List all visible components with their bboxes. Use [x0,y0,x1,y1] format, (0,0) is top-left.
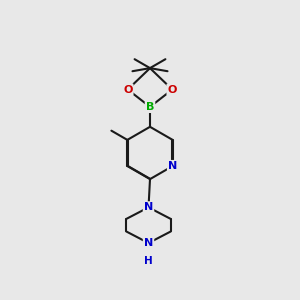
Text: B: B [146,102,154,112]
Text: N: N [144,238,153,248]
Text: H: H [144,256,153,266]
Text: N: N [168,161,177,171]
Text: N: N [144,202,153,212]
Text: O: O [168,85,177,94]
Text: O: O [123,85,132,94]
